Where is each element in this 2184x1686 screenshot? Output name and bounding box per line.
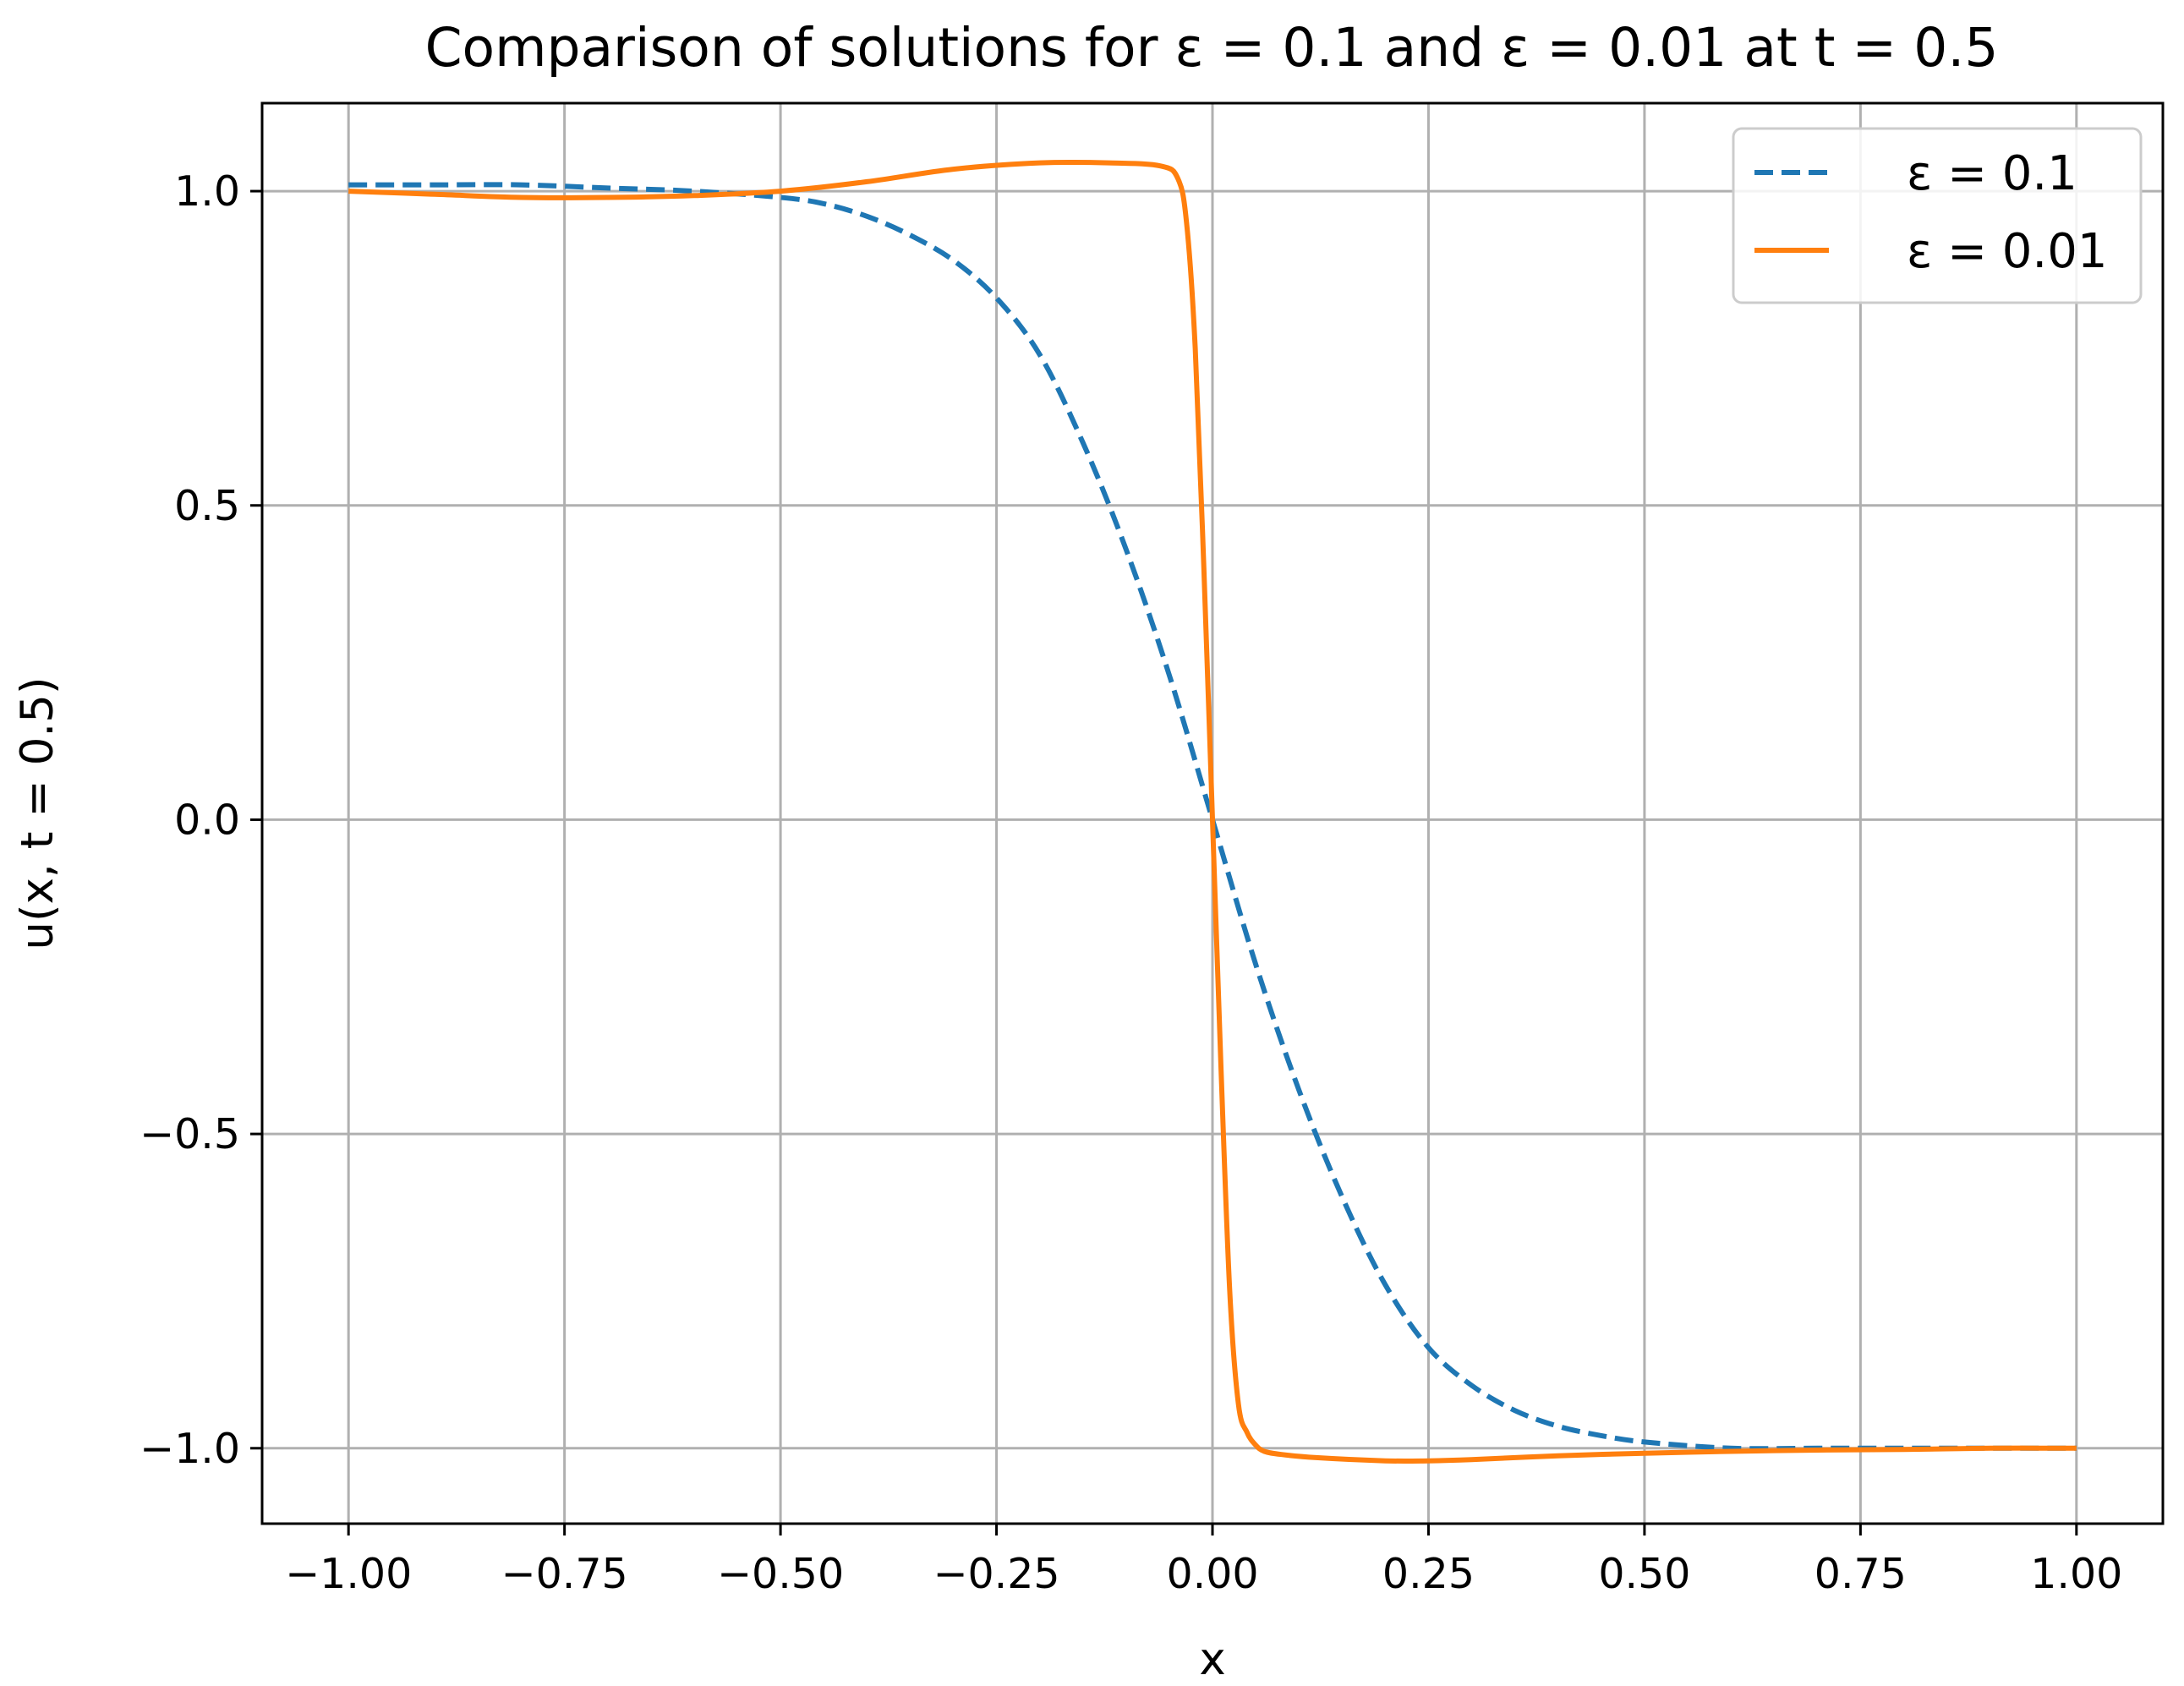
y-tick-label: −1.0 [140, 1425, 240, 1473]
x-tick-label: 0.50 [1598, 1550, 1690, 1598]
y-axis-ticks: −1.0 −0.5 0.0 0.5 1.0 [140, 167, 262, 1473]
x-tick-label: 1.00 [2030, 1550, 2122, 1598]
x-tick-label: −0.75 [501, 1550, 628, 1598]
x-axis-ticks: −1.00 −0.75 −0.50 −0.25 0.00 0.25 0.50 0.75 1.00 [285, 1524, 2122, 1598]
x-tick-label: −1.00 [285, 1550, 412, 1598]
legend-label-eps-0-1: ε = 0.1 [1907, 146, 2077, 201]
y-tick-label: 1.0 [174, 167, 240, 216]
x-tick-label: 0.00 [1166, 1550, 1258, 1598]
x-tick-label: 0.75 [1815, 1550, 1907, 1598]
series-line-eps-0-1 [348, 182, 2077, 1452]
series-line-eps-0-01 [348, 159, 2077, 1464]
legend-label-eps-0-01: ε = 0.01 [1907, 224, 2107, 279]
x-tick-label: 0.25 [1382, 1550, 1475, 1598]
series-layer [348, 159, 2077, 1464]
y-tick-label: −0.5 [140, 1110, 240, 1158]
chart-title: Comparison of solutions for ε = 0.1 and … [425, 17, 1999, 79]
legend-frame [1732, 127, 2143, 304]
x-tick-label: −0.25 [933, 1550, 1059, 1598]
y-axis-label: u(x, t = 0.5) [12, 676, 63, 950]
y-tick-label: 0.0 [174, 796, 240, 844]
legend: ε = 0.1 ε = 0.01 [1732, 127, 2143, 304]
y-tick-label: 0.5 [174, 482, 240, 530]
x-axis-label: x [1199, 1634, 1225, 1685]
x-tick-label: −0.50 [717, 1550, 844, 1598]
